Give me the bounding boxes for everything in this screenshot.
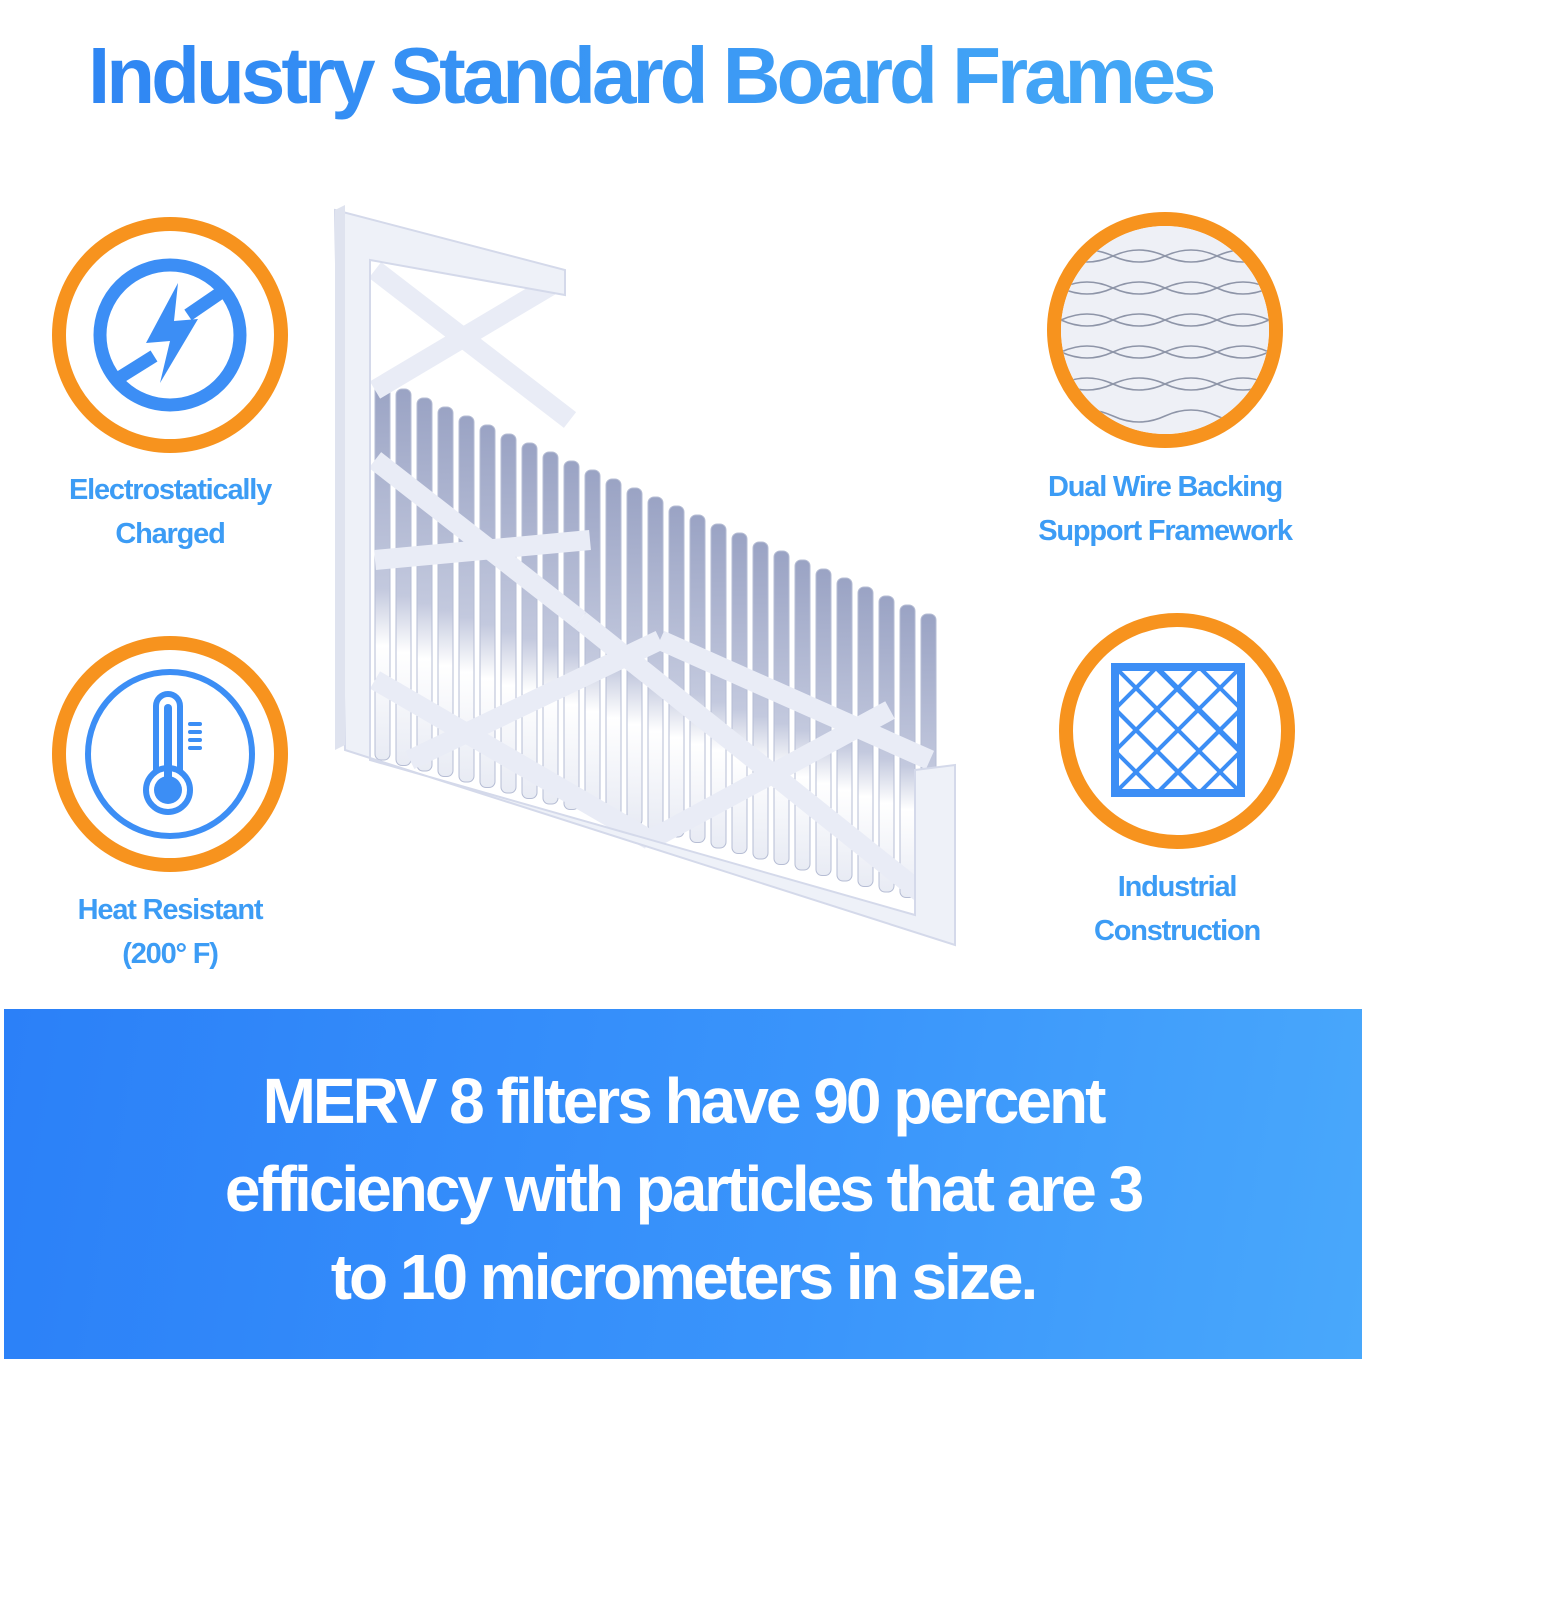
air-filter-illustration	[333, 205, 956, 947]
feature-label-industrial: Industrial Construction	[1007, 865, 1347, 953]
electrostatic-badge	[52, 217, 288, 453]
banner-line: MERV 8 filters have 90 percent	[262, 1065, 1107, 1137]
label-line: Support Framework	[1038, 515, 1293, 547]
filter-pleat	[689, 514, 706, 843]
filter-pleat	[752, 541, 769, 860]
label-line: Electrostatically	[68, 474, 272, 506]
filter-pleat	[542, 451, 559, 805]
label-line: Charged	[115, 518, 225, 550]
industrial-badge	[1059, 613, 1295, 849]
grid-frame-icon	[1111, 663, 1245, 797]
no-static-lightning-icon	[93, 258, 247, 412]
filter-pleat	[521, 442, 538, 799]
label-line: Dual Wire Backing	[1048, 471, 1283, 503]
filter-pleat	[458, 415, 475, 783]
banner-text: MERV 8 filters have 90 percent efficienc…	[4, 1057, 1362, 1321]
banner-line: efficiency with particles that are 3	[224, 1153, 1144, 1225]
feature-label-heat: Heat Resistant (200° F)	[0, 888, 340, 976]
filter-pleat	[563, 460, 580, 810]
merv-info-banner: MERV 8 filters have 90 percent efficienc…	[4, 1009, 1362, 1359]
label-line: Heat Resistant	[77, 894, 264, 926]
thermometer-icon	[85, 669, 255, 839]
page-title: Industry Standard Board Frames	[88, 31, 1217, 120]
filter-pleat	[710, 523, 727, 849]
feature-label-dual-wire: Dual Wire Backing Support Framework	[995, 465, 1335, 553]
label-line: Construction	[1093, 915, 1261, 947]
filter-pleat	[500, 433, 517, 794]
dual-wire-badge	[1047, 212, 1283, 448]
filter-pleat	[731, 532, 748, 854]
filter-pleat	[668, 505, 685, 838]
filter-pleat	[773, 550, 790, 865]
wire-mesh-photo-icon	[1061, 226, 1269, 434]
filter-pleat	[374, 379, 391, 761]
label-line: (200° F)	[122, 938, 219, 970]
label-line: Industrial	[1117, 871, 1238, 903]
filter-pleat	[479, 424, 496, 788]
feature-label-electrostatic: Electrostatically Charged	[0, 468, 340, 556]
heat-resistant-badge	[52, 636, 288, 872]
filter-pleat	[437, 406, 454, 777]
banner-line: to 10 micrometers in size.	[330, 1241, 1039, 1313]
